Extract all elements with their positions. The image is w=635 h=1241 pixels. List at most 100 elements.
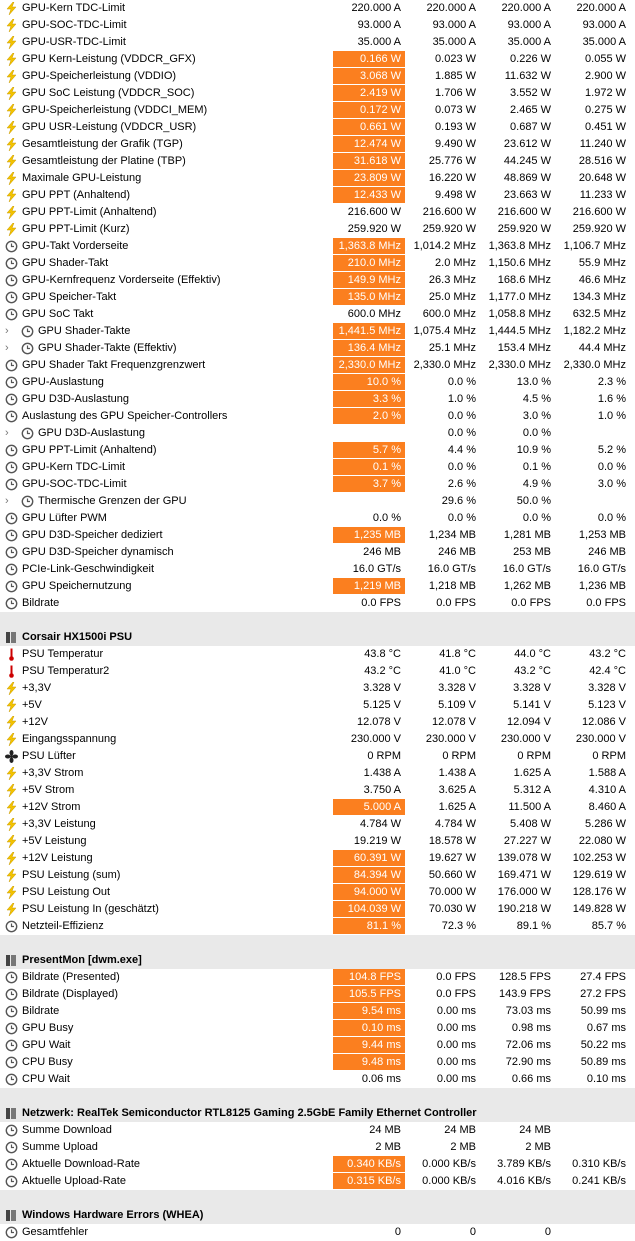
expand-arrow[interactable]: ›	[5, 427, 9, 439]
sensor-label: GPU-Kern TDC-Limit	[22, 461, 126, 473]
maximum-value: 1.625 A	[513, 767, 551, 779]
average-value: 1,106.7 MHz	[563, 240, 626, 252]
sensor-row[interactable]: GPU-Kernfrequenz Vorderseite (Effektiv) 1…	[0, 272, 635, 289]
sensor-row[interactable]: GPU-SOC-TDC-Limit 3.7 % 2.6 % 4.9 % 3.0 %	[0, 476, 635, 493]
sensor-row[interactable]: CPU Wait 0.06 ms 0.00 ms 0.66 ms 0.10 ms	[0, 1071, 635, 1088]
minimum-value: 72.3 %	[441, 920, 476, 932]
maximum-value: 5.312 A	[513, 784, 551, 796]
sensor-row[interactable]: GPU Speicher-Takt 135.0 MHz 25.0 MHz 1,177.…	[0, 289, 635, 306]
sensor-row[interactable]: GPU Shader-Takt 210.0 MHz 2.0 MHz 1,150.6 M…	[0, 255, 635, 272]
sensor-row[interactable]: +5V Strom 3.750 A 3.625 A 5.312 A 4.310 A	[0, 782, 635, 799]
sensor-row[interactable]: PSU Leistung (sum) 84.394 W 50.660 W 169.47…	[0, 867, 635, 884]
sensor-row[interactable]: Auslastung des GPU Speicher-Controllers 2…	[0, 408, 635, 425]
sensor-row[interactable]: Gesamtleistung der Grafik (TGP) 12.474 W 9…	[0, 136, 635, 153]
sensor-row[interactable]: Bildrate 0.0 FPS 0.0 FPS 0.0 FPS 0.0 FPS	[0, 595, 635, 612]
current-value: 220.000 A	[351, 2, 401, 14]
sensor-row[interactable]: GPU Busy 0.10 ms 0.00 ms 0.98 ms 0.67 ms	[0, 1020, 635, 1037]
sensor-row[interactable]: +5V Leistung 19.219 W 18.578 W 27.227 W 22.0…	[0, 833, 635, 850]
sensor-row[interactable]: GPU-Speicherleistung (VDDCI_MEM) 0.172 W 0…	[0, 102, 635, 119]
section-header[interactable]: Windows Hardware Errors (WHEA)	[0, 1207, 635, 1224]
sensor-row[interactable]: › Thermische Grenzen der GPU 29.6 % 50.0 %	[0, 493, 635, 510]
sensor-row[interactable]: Gesamtfehler 0 0 0	[0, 1224, 635, 1241]
maximum-value: 0.226 W	[510, 53, 551, 65]
sensor-row[interactable]: Eingangsspannung 230.000 V 230.000 V 230.00…	[0, 731, 635, 748]
sensor-row[interactable]: Bildrate (Presented) 104.8 FPS 0.0 FPS 128.…	[0, 969, 635, 986]
sensor-row[interactable]: Summe Download 24 MB 24 MB 24 MB	[0, 1122, 635, 1139]
sensor-row[interactable]: +12V Leistung 60.391 W 19.627 W 139.078 W 10…	[0, 850, 635, 867]
sensor-row[interactable]: Bildrate (Displayed) 105.5 FPS 0.0 FPS 143.…	[0, 986, 635, 1003]
sensor-row[interactable]: PSU Leistung In (geschätzt) 104.039 W 70.0…	[0, 901, 635, 918]
sensor-row[interactable]: GPU-Auslastung 10.0 % 0.0 % 13.0 % 2.3 %	[0, 374, 635, 391]
sensor-row[interactable]: GPU D3D-Speicher dediziert 1,235 MB 1,234 …	[0, 527, 635, 544]
sensor-row[interactable]: Aktuelle Download-Rate 0.340 KB/s 0.000 KB…	[0, 1156, 635, 1173]
sensor-row[interactable]: Bildrate 9.54 ms 0.00 ms 73.03 ms 50.99 ms	[0, 1003, 635, 1020]
sensor-row[interactable]: GPU PPT-Limit (Anhaltend) 216.600 W 216.60…	[0, 204, 635, 221]
sensor-row[interactable]: CPU Busy 9.48 ms 0.00 ms 72.90 ms 50.89 ms	[0, 1054, 635, 1071]
sensor-row[interactable]: Gesamtleistung der Platine (TBP) 31.618 W…	[0, 153, 635, 170]
expand-arrow[interactable]: ›	[5, 342, 9, 354]
sensor-row[interactable]: GPU-Kern TDC-Limit 220.000 A 220.000 A 220.…	[0, 0, 635, 17]
sensor-row[interactable]: +3,3V Leistung 4.784 W 4.784 W 5.408 W 5.286…	[0, 816, 635, 833]
sensor-row[interactable]: GPU D3D-Auslastung 3.3 % 1.0 % 4.5 % 1.6 %	[0, 391, 635, 408]
current-value: 35.000 A	[357, 36, 401, 48]
sensor-label: GPU-Speicherleistung (VDDIO)	[22, 70, 177, 82]
sensor-row[interactable]: +3,3V Strom 1.438 A 1.438 A 1.625 A 1.588 A	[0, 765, 635, 782]
section-header[interactable]: Netzwerk: RealTek Semiconductor RTL8125 …	[0, 1105, 635, 1122]
clock-icon	[21, 342, 34, 355]
sensor-row[interactable]: Aktuelle Upload-Rate 0.315 KB/s 0.000 KB/s…	[0, 1173, 635, 1190]
sensor-row[interactable]: GPU Speichernutzung 1,219 MB 1,218 MB 1,262…	[0, 578, 635, 595]
sensor-row[interactable]: Maximale GPU-Leistung 23.809 W 16.220 W 48.…	[0, 170, 635, 187]
sensor-label: GPU D3D-Auslastung	[22, 393, 129, 405]
sensor-label: GPU PPT-Limit (Anhaltend)	[22, 206, 157, 218]
minimum-value: 41.8 °C	[439, 648, 476, 660]
sensor-label: CPU Busy	[22, 1056, 73, 1068]
average-value: 259.920 W	[572, 223, 626, 235]
current-value: 0.0 %	[372, 512, 401, 524]
clock-icon	[5, 1073, 18, 1086]
sensor-row[interactable]: GPU Lüfter PWM 0.0 % 0.0 % 0.0 % 0.0 %	[0, 510, 635, 527]
sensor-row[interactable]: Summe Upload 2 MB 2 MB 2 MB	[0, 1139, 635, 1156]
expand-arrow[interactable]: ›	[5, 495, 9, 507]
minimum-value: 0.00 ms	[436, 1073, 476, 1085]
sensor-row[interactable]: GPU-USR-TDC-Limit 35.000 A 35.000 A 35.000 …	[0, 34, 635, 51]
sensor-row[interactable]: GPU-SOC-TDC-Limit 93.000 A 93.000 A 93.000 …	[0, 17, 635, 34]
section-header[interactable]: Corsair HX1500i PSU	[0, 629, 635, 646]
sensor-row[interactable]: › GPU D3D-Auslastung 0.0 % 0.0 %	[0, 425, 635, 442]
thermo-icon	[9, 665, 14, 678]
sensor-label: PSU Temperatur2	[22, 665, 110, 677]
sensor-row[interactable]: PSU Leistung Out 94.000 W 70.000 W 176.000 …	[0, 884, 635, 901]
sensor-row[interactable]: GPU-Kern TDC-Limit 0.1 % 0.0 % 0.1 % 0.0 %	[0, 459, 635, 476]
current-value: 12.433 W	[333, 187, 405, 203]
sensor-row[interactable]: GPU-Takt Vorderseite 1,363.8 MHz 1,014.2 M…	[0, 238, 635, 255]
sensor-row[interactable]: +5V 5.125 V 5.109 V 5.141 V 5.123 V	[0, 697, 635, 714]
sensor-row[interactable]: PCIe-Link-Geschwindigkeit 16.0 GT/s 16.0 G…	[0, 561, 635, 578]
current-value: 0.166 W	[333, 51, 405, 67]
sensor-row[interactable]: GPU Shader Takt Frequenzgrenzwert 2,330.0…	[0, 357, 635, 374]
sensor-row[interactable]: PSU Lüfter 0 RPM 0 RPM 0 RPM 0 RPM	[0, 748, 635, 765]
sensor-row[interactable]: +3,3V 3.328 V 3.328 V 3.328 V 3.328 V	[0, 680, 635, 697]
sensor-row[interactable]: +12V 12.078 V 12.078 V 12.094 V 12.086 V	[0, 714, 635, 731]
sensor-row[interactable]: GPU-Speicherleistung (VDDIO) 3.068 W 1.885…	[0, 68, 635, 85]
average-value: 0.310 KB/s	[572, 1158, 626, 1170]
section-header[interactable]: PresentMon [dwm.exe]	[0, 952, 635, 969]
minimum-value: 3.625 A	[438, 784, 476, 796]
sensor-row[interactable]: GPU USR-Leistung (VDDCR_USR) 0.661 W 0.193…	[0, 119, 635, 136]
expand-arrow[interactable]: ›	[5, 325, 9, 337]
sensor-row[interactable]: GPU SoC Leistung (VDDCR_SOC) 2.419 W 1.706…	[0, 85, 635, 102]
sensor-row[interactable]: PSU Temperatur2 43.2 °C 41.0 °C 43.2 °C 42.4…	[0, 663, 635, 680]
sensor-row[interactable]: GPU D3D-Speicher dynamisch 246 MB 246 MB 25…	[0, 544, 635, 561]
sensor-row[interactable]: › GPU Shader-Takte (Effektiv) 136.4 MHz 25.…	[0, 340, 635, 357]
sensor-row[interactable]: GPU PPT (Anhaltend) 12.433 W 9.498 W 23.663…	[0, 187, 635, 204]
sensor-row[interactable]: GPU Kern-Leistung (VDDCR_GFX) 0.166 W 0.02…	[0, 51, 635, 68]
sensor-row[interactable]: › GPU Shader-Takte 1,441.5 MHz 1,075.4 MHz 1…	[0, 323, 635, 340]
sensor-row[interactable]: GPU PPT-Limit (Anhaltend) 5.7 % 4.4 % 10.9 …	[0, 442, 635, 459]
minimum-value: 19.627 W	[428, 852, 476, 864]
sensor-row[interactable]: GPU Wait 9.44 ms 0.00 ms 72.06 ms 50.22 ms	[0, 1037, 635, 1054]
average-value: 0 RPM	[592, 750, 626, 762]
sensor-row[interactable]: +12V Strom 5.000 A 1.625 A 11.500 A 8.460 A	[0, 799, 635, 816]
sensor-row[interactable]: GPU PPT-Limit (Kurz) 259.920 W 259.920 W 25…	[0, 221, 635, 238]
sensor-row[interactable]: GPU SoC Takt 600.0 MHz 600.0 MHz 1,058.8 MH…	[0, 306, 635, 323]
sensor-row[interactable]: Netzteil-Effizienz 81.1 % 72.3 % 89.1 % 85.7…	[0, 918, 635, 935]
sensor-label: GPU SoC Leistung (VDDCR_SOC)	[22, 87, 195, 99]
sensor-row[interactable]: PSU Temperatur 43.8 °C 41.8 °C 44.0 °C 43.2 …	[0, 646, 635, 663]
